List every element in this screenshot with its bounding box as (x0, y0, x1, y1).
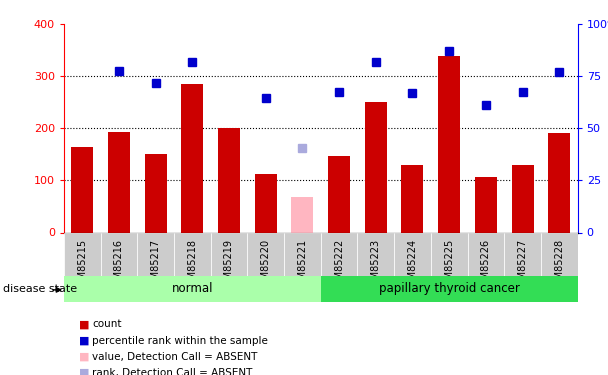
Bar (438, 56, 460, 232)
Bar (64, 276, 321, 302)
Text: ■: ■ (79, 320, 89, 329)
Text: GSM85215: GSM85215 (77, 239, 87, 292)
Text: ■: ■ (79, 336, 89, 345)
Text: GSM85216: GSM85216 (114, 239, 124, 292)
Bar (548, 133, 570, 232)
Text: GSM85219: GSM85219 (224, 239, 234, 292)
Text: rank, Detection Call = ABSENT: rank, Detection Call = ABSENT (92, 368, 253, 375)
Text: GSM85228: GSM85228 (554, 239, 564, 292)
Bar (511, 165, 534, 232)
Bar (394, 232, 431, 276)
Text: normal: normal (171, 282, 213, 295)
Bar (475, 177, 497, 232)
Bar (145, 154, 167, 232)
Text: GSM85225: GSM85225 (444, 239, 454, 292)
Bar (321, 276, 578, 302)
Bar (401, 165, 423, 232)
Text: GSM85224: GSM85224 (407, 239, 418, 292)
Text: ■: ■ (79, 352, 89, 362)
Text: value, Detection Call = ABSENT: value, Detection Call = ABSENT (92, 352, 258, 362)
Bar (284, 232, 321, 276)
Text: ■: ■ (79, 368, 89, 375)
Bar (181, 84, 203, 232)
Text: GSM85221: GSM85221 (297, 239, 308, 292)
Bar (255, 174, 277, 232)
Bar (468, 232, 504, 276)
Bar (108, 132, 130, 232)
Bar (100, 232, 137, 276)
Text: disease state: disease state (3, 285, 77, 294)
Bar (218, 128, 240, 232)
Text: GSM85220: GSM85220 (261, 239, 271, 292)
Bar (247, 232, 284, 276)
Text: percentile rank within the sample: percentile rank within the sample (92, 336, 268, 345)
Bar (328, 156, 350, 232)
Bar (174, 232, 210, 276)
Bar (541, 232, 578, 276)
Bar (365, 102, 387, 232)
Text: GSM85217: GSM85217 (151, 239, 161, 292)
Text: GSM85223: GSM85223 (371, 239, 381, 292)
Bar (358, 232, 394, 276)
Text: count: count (92, 320, 122, 329)
Bar (431, 232, 468, 276)
Text: GSM85218: GSM85218 (187, 239, 197, 292)
Bar (504, 232, 541, 276)
Bar (137, 232, 174, 276)
Text: GSM85226: GSM85226 (481, 239, 491, 292)
Bar (210, 232, 247, 276)
Bar (71, 147, 93, 232)
Bar (64, 232, 100, 276)
Text: GSM85222: GSM85222 (334, 239, 344, 292)
Text: papillary thyroid cancer: papillary thyroid cancer (379, 282, 520, 295)
Bar (291, 197, 313, 232)
Bar (321, 232, 358, 276)
Text: GSM85227: GSM85227 (517, 239, 528, 292)
